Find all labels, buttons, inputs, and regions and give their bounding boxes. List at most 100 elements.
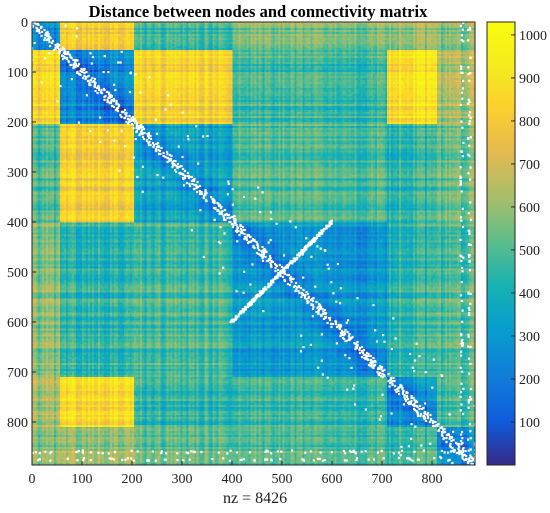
connectivity-point bbox=[137, 127, 140, 130]
connectivity-point bbox=[327, 316, 331, 320]
connectivity-point bbox=[346, 330, 349, 334]
connectivity-point bbox=[314, 238, 317, 241]
connectivity-point bbox=[246, 234, 249, 238]
connectivity-point bbox=[397, 392, 401, 396]
connectivity-point bbox=[469, 56, 472, 59]
connectivity-point bbox=[239, 459, 242, 462]
connectivity-point bbox=[401, 387, 404, 391]
connectivity-point bbox=[217, 204, 221, 208]
connectivity-point bbox=[340, 331, 343, 335]
connectivity-point bbox=[141, 165, 144, 168]
connectivity-point bbox=[460, 354, 463, 357]
connectivity-point bbox=[135, 123, 138, 126]
connectivity-point bbox=[344, 339, 347, 343]
connectivity-point bbox=[306, 292, 310, 296]
connectivity-point bbox=[380, 365, 384, 369]
connectivity-point bbox=[235, 230, 239, 234]
connectivity-point bbox=[339, 302, 342, 305]
connectivity-point bbox=[461, 437, 464, 440]
connectivity-point bbox=[240, 311, 243, 314]
connectivity-point bbox=[155, 145, 159, 149]
connectivity-point bbox=[168, 153, 172, 157]
connectivity-point bbox=[170, 154, 173, 158]
connectivity-point bbox=[140, 126, 143, 130]
connectivity-point bbox=[459, 238, 462, 241]
connectivity-point bbox=[224, 218, 227, 222]
connectivity-point bbox=[424, 371, 427, 374]
connectivity-point bbox=[72, 62, 76, 66]
connectivity-point bbox=[404, 399, 408, 403]
connectivity-point bbox=[142, 127, 146, 131]
connectivity-point bbox=[76, 59, 79, 62]
connectivity-point bbox=[110, 99, 113, 103]
x-axis-ticks: 0 100 200 300 400 500 600 700 800 bbox=[29, 461, 443, 487]
connectivity-point bbox=[321, 307, 324, 311]
connectivity-point bbox=[262, 288, 265, 291]
connectivity-point bbox=[294, 289, 297, 293]
connectivity-point bbox=[311, 299, 315, 303]
connectivity-point bbox=[409, 352, 412, 356]
connectivity-point bbox=[413, 450, 416, 453]
connectivity-point bbox=[316, 457, 320, 460]
connectivity-point bbox=[103, 98, 106, 102]
connectivity-point bbox=[445, 440, 448, 444]
connectivity-point bbox=[236, 226, 240, 230]
connectivity-point bbox=[206, 134, 209, 138]
connectivity-point bbox=[460, 443, 463, 446]
connectivity-point bbox=[460, 350, 463, 353]
connectivity-point bbox=[141, 125, 145, 129]
connectivity-point bbox=[235, 223, 238, 227]
connectivity-point bbox=[123, 108, 127, 112]
connectivity-point bbox=[467, 66, 470, 69]
connectivity-point bbox=[409, 402, 413, 406]
connectivity-point bbox=[288, 276, 292, 280]
connectivity-point bbox=[332, 292, 335, 295]
connectivity-point bbox=[103, 55, 106, 58]
connectivity-point bbox=[460, 340, 463, 343]
y-tick-label: 100 bbox=[7, 66, 28, 81]
connectivity-point bbox=[83, 68, 86, 71]
connectivity-point bbox=[283, 266, 286, 270]
colorbar-tick-label: 900 bbox=[519, 72, 540, 87]
connectivity-point bbox=[270, 260, 274, 264]
connectivity-point bbox=[220, 212, 224, 216]
connectivity-point bbox=[356, 340, 359, 344]
connectivity-point bbox=[229, 449, 232, 452]
connectivity-point bbox=[190, 175, 194, 179]
connectivity-point bbox=[129, 119, 133, 123]
connectivity-point bbox=[375, 340, 379, 343]
connectivity-point bbox=[461, 338, 464, 341]
connectivity-point bbox=[240, 231, 243, 235]
connectivity-point bbox=[468, 308, 471, 311]
connectivity-point bbox=[228, 459, 231, 462]
connectivity-point bbox=[267, 284, 270, 287]
connectivity-point bbox=[361, 351, 365, 355]
connectivity-point bbox=[364, 357, 367, 361]
connectivity-point bbox=[461, 320, 464, 323]
connectivity-point bbox=[380, 449, 383, 452]
connectivity-point bbox=[192, 179, 196, 183]
connectivity-point bbox=[329, 322, 333, 326]
connectivity-point bbox=[294, 281, 298, 285]
connectivity-point bbox=[110, 457, 113, 460]
connectivity-point bbox=[36, 27, 39, 31]
connectivity-point bbox=[460, 260, 463, 263]
connectivity-point bbox=[117, 61, 120, 64]
connectivity-point bbox=[337, 324, 341, 328]
connectivity-point bbox=[133, 118, 136, 121]
connectivity-point bbox=[469, 292, 472, 296]
connectivity-point bbox=[321, 312, 325, 316]
connectivity-point bbox=[324, 316, 327, 320]
connectivity-point bbox=[157, 145, 160, 148]
connectivity-point bbox=[426, 416, 430, 420]
connectivity-point bbox=[120, 129, 123, 133]
connectivity-point bbox=[147, 459, 150, 462]
connectivity-point bbox=[371, 360, 375, 364]
colorbar-tick-label: 200 bbox=[519, 373, 540, 388]
connectivity-point bbox=[300, 334, 303, 337]
connectivity-point bbox=[460, 65, 463, 68]
colorbar-tick-label: 300 bbox=[519, 330, 540, 345]
connectivity-point bbox=[388, 385, 391, 388]
connectivity-point bbox=[467, 399, 470, 402]
connectivity-point bbox=[132, 126, 135, 130]
